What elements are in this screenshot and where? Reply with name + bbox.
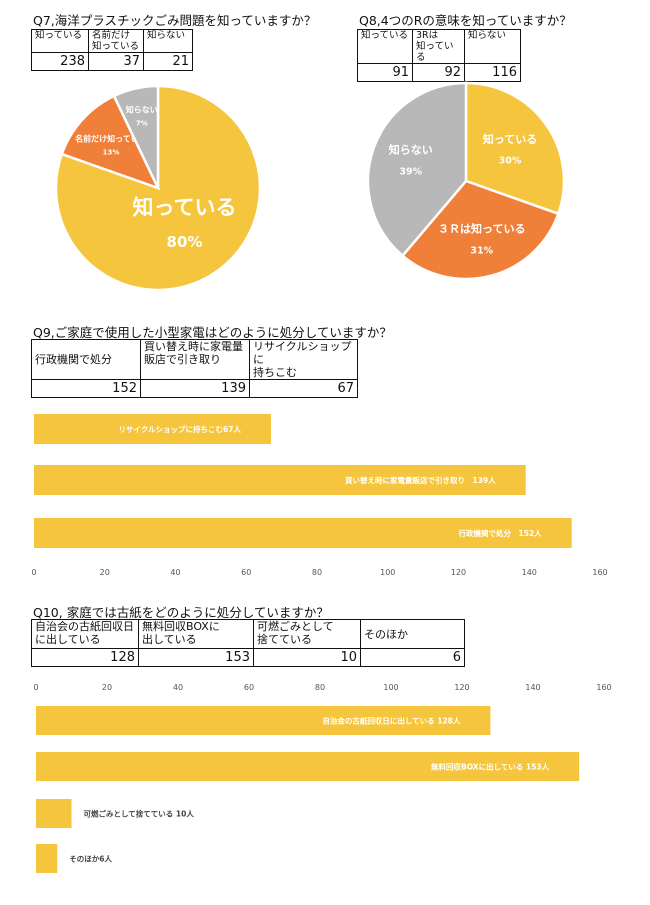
q9-header-3: リサイクルショップに 持ちこむ <box>249 339 358 380</box>
bar2-tick-2: 20 <box>102 683 112 692</box>
bar2-tick-9: 160 <box>596 683 611 692</box>
q7-header-3: 知らない <box>143 29 193 53</box>
bar2-bar-1 <box>36 706 491 735</box>
pie2-label-2: ３Ｒは知っている <box>438 222 525 236</box>
bar2-tick-1: 0 <box>33 683 38 692</box>
bar1-tick-6: 100 <box>380 568 395 577</box>
bar2-tick-8: 140 <box>525 683 540 692</box>
bar1-label-2: 買い替え時に家電量販店で引き取り 139人 <box>345 475 496 485</box>
q9-table: 行政機関で処分 買い替え時に家電量 販店で引き取り リサイクルショップに 持ちこ… <box>31 339 358 398</box>
pie2-percent-2: 31% <box>470 245 493 256</box>
bar1-tick-2: 20 <box>100 568 110 577</box>
pie2-slice-3 <box>366 81 468 258</box>
q10-value-2: 153 <box>138 648 254 667</box>
bar1-bar-3 <box>34 518 572 548</box>
q10-value-1: 128 <box>31 648 139 667</box>
bar1-bar-1 <box>34 414 272 444</box>
bar2-label-1: 自治会の古紙回収日に出している 128人 <box>322 716 461 726</box>
q10-value-4: 6 <box>360 648 465 667</box>
q8-value-2: 92 <box>412 63 465 82</box>
bar2-bar-2 <box>36 752 580 781</box>
bar2-label-3: 可燃ごみとして捨てている 10人 <box>84 809 195 819</box>
q10-title: Q10, 家庭では古紙をどのように処分していますか？ <box>33 605 329 620</box>
q8-header-3: 知らない <box>464 29 521 64</box>
bar1-label-1: リサイクルショップに持ちこむ67人 <box>118 424 241 434</box>
bar1-tick-1: 0 <box>31 568 36 577</box>
bar1-tick-3: 40 <box>170 568 180 577</box>
q9-value-1: 152 <box>31 379 141 398</box>
bar2-label-4: そのほか6人 <box>69 855 112 864</box>
q7-value-3: 21 <box>143 52 193 71</box>
q7-header-2: 名前だけ 知っている <box>88 29 144 53</box>
q10-header-2: 無料回収BOXに 出している <box>138 619 254 649</box>
q8-header-2: 3Rは 知っている <box>412 29 465 64</box>
q7-value-2: 37 <box>88 52 144 71</box>
q10-header-4: そのほか <box>360 619 465 649</box>
bar2-tick-7: 120 <box>454 683 469 692</box>
pie2-slice-1 <box>464 81 566 216</box>
pie1-label-3: 知らない <box>126 104 158 114</box>
bar1-tick-4: 60 <box>241 568 251 577</box>
bar1-label-3: 行政機関で処分 152人 <box>458 528 543 538</box>
q7-header-1: 知っている <box>31 29 89 53</box>
bar1-bar-2 <box>34 465 526 495</box>
pie1-percent-1: 80% <box>167 233 203 251</box>
pie2-label-3: 知らない <box>388 143 433 157</box>
q7-table: 知っている 名前だけ 知っている 知らない 238 37 21 <box>31 29 193 71</box>
q10-header-3: 可燃ごみとして 捨てている <box>253 619 361 649</box>
pie2-slice-2 <box>400 179 560 281</box>
pie1-label-1: 知っている <box>133 195 237 219</box>
bar2-tick-4: 60 <box>244 683 254 692</box>
q8-value-3: 116 <box>464 63 521 82</box>
q9-value-2: 139 <box>140 379 250 398</box>
q9-value-3: 67 <box>249 379 358 398</box>
pie2-label-1: 知っている <box>482 132 537 146</box>
pie1-percent-3: 7% <box>136 119 148 127</box>
bar1-tick-9: 160 <box>592 568 607 577</box>
pie1-percent-2: 13% <box>103 149 120 157</box>
bar2-bar-3 <box>36 799 72 828</box>
bar2-tick-6: 100 <box>383 683 398 692</box>
q10-header-1: 自治会の古紙回収日 に出している <box>31 619 139 649</box>
pie1-slice-2 <box>60 94 161 191</box>
q9-title: Q9,ご家庭で使用した小型家電はどのように処分していますか？ <box>33 325 392 340</box>
q10-table: 自治会の古紙回収日 に出している 無料回収BOXに 出している 可燃ごみとして … <box>31 619 465 667</box>
q8-title: Q8,4つのRの意味を知っていますか？ <box>359 13 572 28</box>
q10-value-3: 10 <box>253 648 361 667</box>
pie1-label-2: 名前だけ知っている <box>75 134 147 144</box>
bar2-label-2: 無料回収BOXに出している 153人 <box>431 762 550 772</box>
bar2-tick-5: 80 <box>315 683 325 692</box>
pie1-slice-3 <box>112 84 160 189</box>
q8-table: 知っている 3Rは 知っている 知らない 91 92 116 <box>357 29 521 82</box>
bar2-tick-3: 40 <box>173 683 183 692</box>
q9-header-2: 買い替え時に家電量 販店で引き取り <box>140 339 250 380</box>
bar2-bar-4 <box>36 844 58 873</box>
pie1-slice-1 <box>54 84 262 292</box>
bar1-tick-7: 120 <box>451 568 466 577</box>
bar1-tick-8: 140 <box>522 568 537 577</box>
pie2-percent-1: 30% <box>499 156 522 167</box>
bar1-tick-5: 80 <box>312 568 322 577</box>
pie2-percent-3: 39% <box>399 166 422 177</box>
q7-title: Q7,海洋プラスチックごみ問題を知っていますか？ <box>33 13 317 28</box>
q9-header-1: 行政機関で処分 <box>31 339 141 380</box>
